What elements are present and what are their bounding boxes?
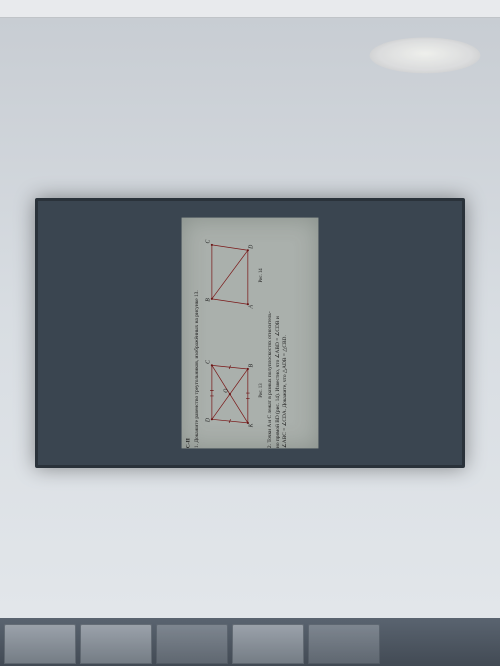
vertex-C: C	[205, 360, 211, 364]
taskbar-thumb[interactable]	[308, 624, 380, 664]
browser-top-chrome	[0, 0, 500, 18]
vertex-B2: B	[205, 298, 211, 302]
figures-row: D C K B O Рис. 13	[203, 218, 263, 448]
problem-1-text: 1. Докажите равенство треугольников, изо…	[193, 218, 200, 448]
section-label: С-II	[185, 218, 191, 448]
taskbar[interactable]	[0, 618, 500, 666]
taskbar-thumb[interactable]	[232, 624, 304, 664]
ceiling-light-reflection	[364, 38, 487, 74]
figure-13-caption: Рис. 13	[258, 351, 264, 430]
figure-13-svg: D C K B O	[203, 351, 257, 430]
figure-14: B C A D Рис. 14	[203, 236, 263, 315]
vertex-O: O	[223, 388, 229, 393]
figure-14-svg: B C A D	[203, 236, 257, 315]
taskbar-thumb[interactable]	[4, 624, 76, 664]
problem-2-text: 2. Точки A и C лежат в разных полуплоско…	[266, 218, 288, 448]
photo-frame: С-II 1. Докажите равенство треугольников…	[35, 198, 465, 468]
figure-14-caption: Рис. 14	[258, 236, 264, 315]
problem2-line2: но прямой BD (рис. 14). Известно, что ∠A…	[274, 218, 281, 448]
taskbar-thumb[interactable]	[80, 624, 152, 664]
problem1-line2: рисунке 13.	[194, 290, 200, 316]
vertex-K: K	[249, 422, 255, 428]
problem1-line1: 1. Докажите равенство треугольников, изо…	[194, 318, 200, 448]
vertex-B: B	[249, 364, 255, 368]
content-area: С-II 1. Докажите равенство треугольников…	[0, 18, 500, 618]
vertex-D: D	[205, 417, 211, 423]
vertex-A2: A	[249, 305, 255, 310]
taskbar-thumb[interactable]	[156, 624, 228, 664]
figure-13: D C K B O Рис. 13	[203, 351, 263, 430]
textbook-page: С-II 1. Докажите равенство треугольников…	[182, 218, 319, 449]
problem2-line1: 2. Точки A и C лежат в разных полуплоско…	[266, 218, 273, 448]
vertex-D2: D	[249, 244, 255, 250]
problem2-line3: ∠ABC = ∠CDA. Докажите, что △ADB = △CBD.	[281, 218, 288, 448]
vertex-C2: C	[205, 239, 211, 243]
